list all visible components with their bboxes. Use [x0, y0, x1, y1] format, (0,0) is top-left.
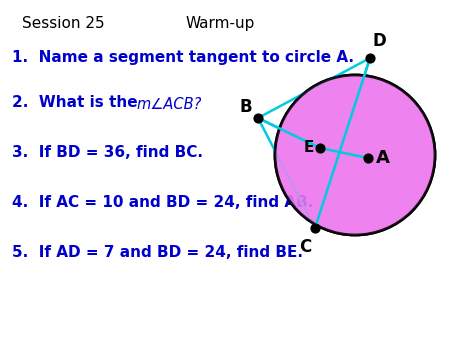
Point [254, 115, 261, 121]
Text: 3.  If BD = 36, find BC.: 3. If BD = 36, find BC. [12, 145, 203, 160]
Text: 2.  What is the: 2. What is the [12, 95, 143, 110]
Text: A: A [376, 149, 390, 167]
Point [316, 145, 324, 151]
Circle shape [275, 75, 435, 235]
Text: B: B [239, 98, 252, 116]
Text: Session 25: Session 25 [22, 16, 104, 31]
Text: 1.  Name a segment tangent to circle A.: 1. Name a segment tangent to circle A. [12, 50, 354, 65]
Text: 5.  If AD = 7 and BD = 24, find BE.: 5. If AD = 7 and BD = 24, find BE. [12, 245, 303, 260]
Text: m∠ACB?: m∠ACB? [136, 97, 202, 112]
Point [364, 155, 372, 161]
Text: E: E [304, 141, 314, 155]
Text: 4.  If AC = 10 and BD = 24, find AB.: 4. If AC = 10 and BD = 24, find AB. [12, 195, 313, 210]
Text: C: C [299, 238, 311, 256]
Circle shape [275, 75, 435, 235]
Point [366, 55, 373, 61]
Text: Warm-up: Warm-up [185, 16, 254, 31]
Text: D: D [372, 32, 386, 50]
Point [311, 225, 319, 231]
